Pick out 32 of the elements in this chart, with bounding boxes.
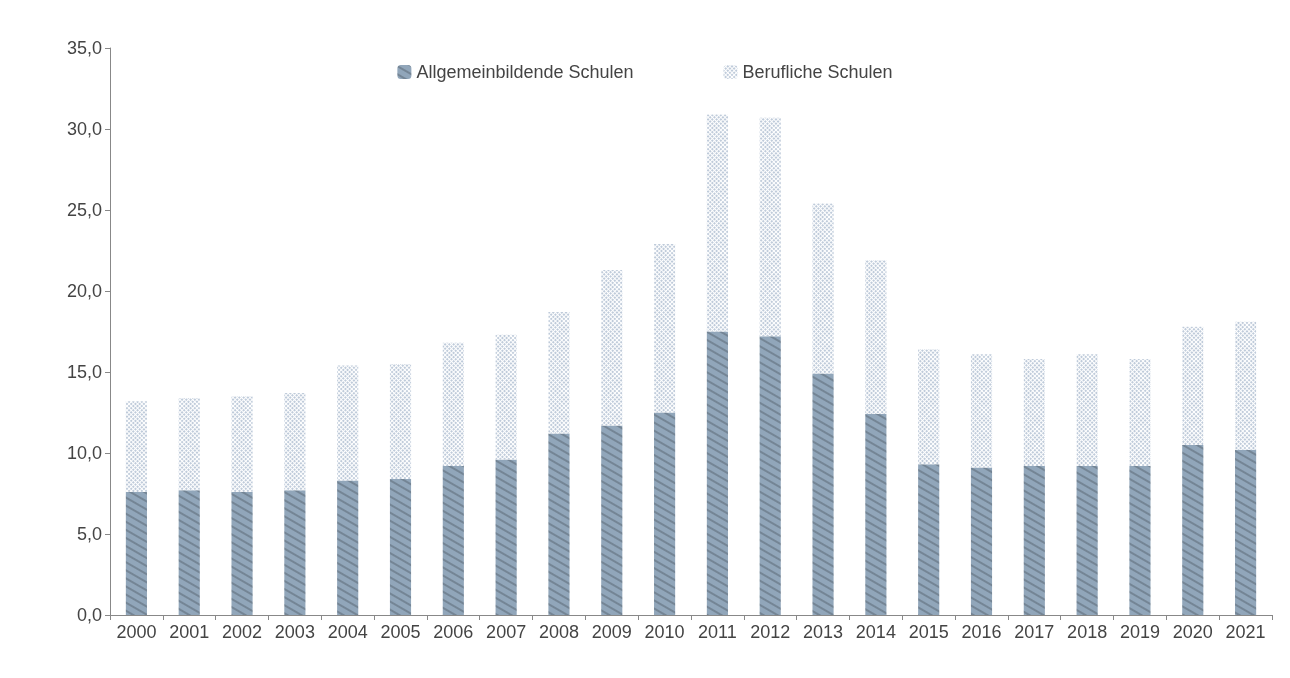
x-tick-label: 2002 bbox=[222, 622, 263, 642]
x-tick-label: 2008 bbox=[538, 622, 579, 642]
x-tick-label: 2007 bbox=[486, 622, 527, 642]
x-tick-label: 2012 bbox=[750, 622, 791, 642]
legend-label: Berufliche Schulen bbox=[742, 62, 893, 82]
x-tick-label: 2000 bbox=[116, 622, 157, 642]
x-tick-label: 2011 bbox=[698, 622, 737, 642]
y-tick-label: 20,0 bbox=[66, 281, 102, 301]
x-tick-label: 2017 bbox=[1014, 622, 1055, 642]
x-tick-label: 2006 bbox=[433, 622, 474, 642]
y-tick-label: 25,0 bbox=[66, 200, 102, 220]
y-tick-label: 30,0 bbox=[66, 119, 102, 139]
x-tick-label: 2018 bbox=[1067, 622, 1108, 642]
x-tick-label: 2003 bbox=[274, 622, 315, 642]
x-tick-label: 2019 bbox=[1119, 622, 1160, 642]
x-tick-label: 2001 bbox=[169, 622, 210, 642]
x-tick-label: 2004 bbox=[327, 622, 368, 642]
x-tick-label: 2009 bbox=[591, 622, 632, 642]
x-tick-label: 2021 bbox=[1225, 622, 1266, 642]
y-tick-label: 35,0 bbox=[66, 38, 102, 58]
y-tick-label: 10,0 bbox=[66, 443, 102, 463]
x-tick-label: 2016 bbox=[961, 622, 1002, 642]
x-tick-label: 2010 bbox=[644, 622, 685, 642]
x-tick-label: 2014 bbox=[855, 622, 896, 642]
y-tick-label: 5,0 bbox=[76, 524, 102, 544]
x-tick-label: 2013 bbox=[803, 622, 844, 642]
y-tick-label: 0,0 bbox=[76, 605, 102, 625]
x-tick-label: 2005 bbox=[380, 622, 421, 642]
x-tick-label: 2020 bbox=[1172, 622, 1213, 642]
y-tick-label: 15,0 bbox=[66, 362, 102, 382]
x-tick-label: 2015 bbox=[908, 622, 949, 642]
legend-label: Allgemeinbildende Schulen bbox=[416, 62, 634, 82]
